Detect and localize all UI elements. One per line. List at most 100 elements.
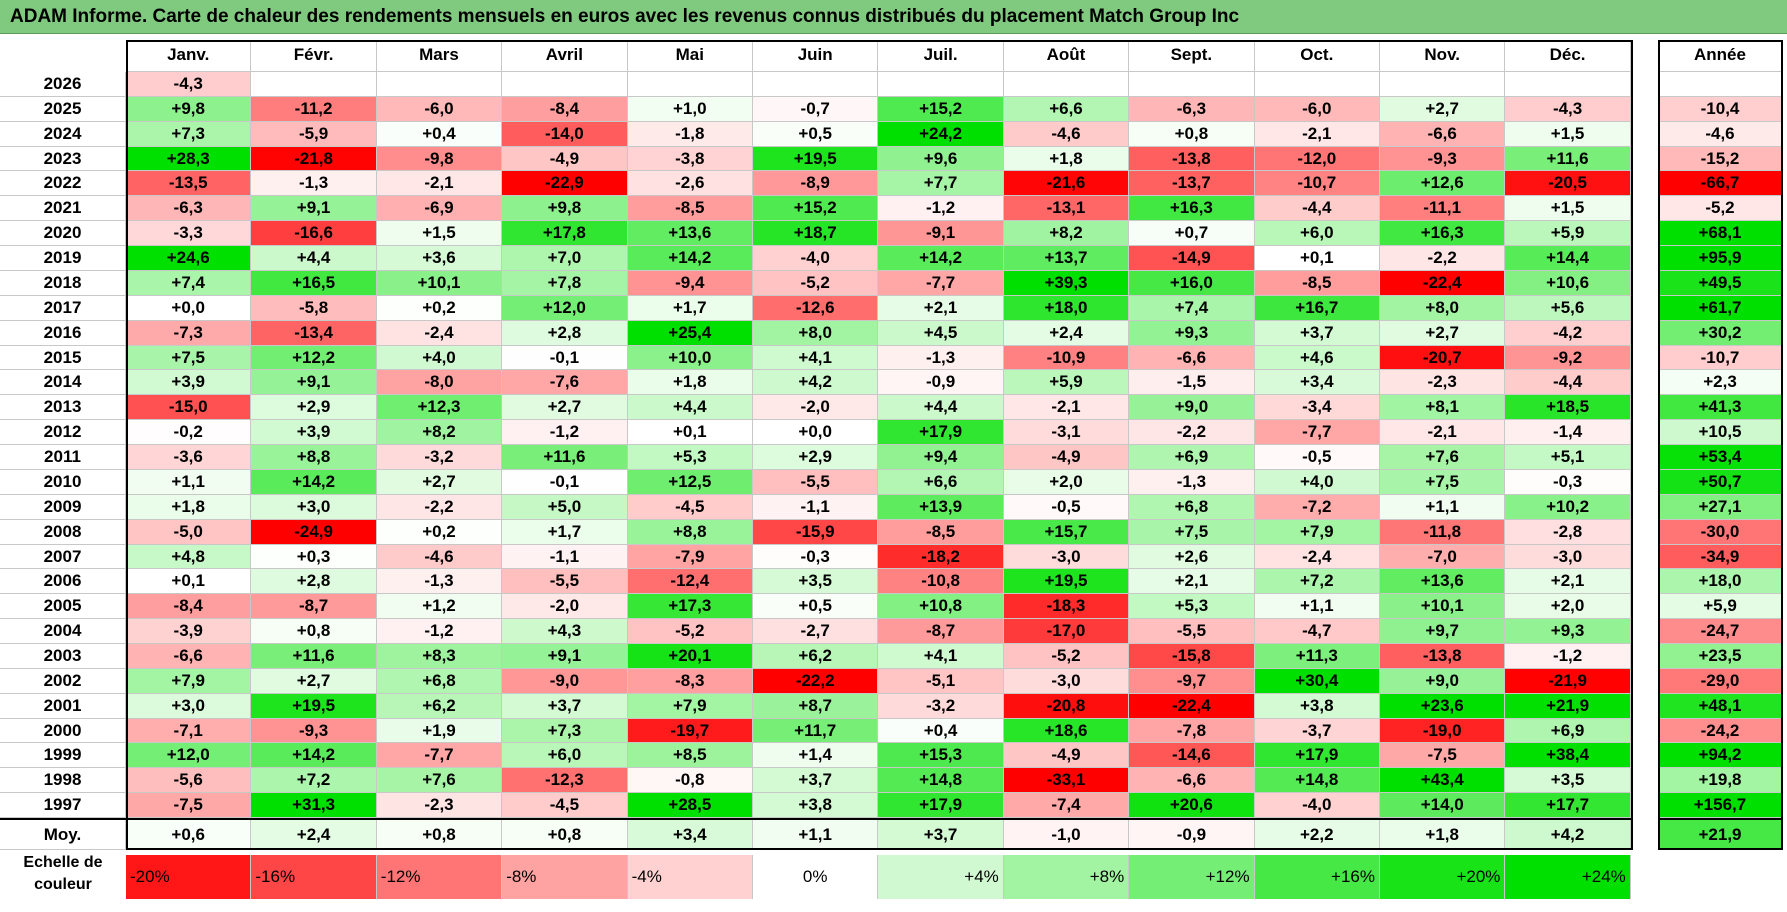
heatmap-cell: +28,5 <box>627 793 753 819</box>
legend-stop: +4% <box>878 855 1004 899</box>
heatmap-cell <box>1505 72 1631 97</box>
year-label: 2022 <box>0 171 126 197</box>
heatmap-cell: +2,1 <box>1129 569 1255 595</box>
heatmap-cell: -4,6 <box>1003 121 1130 147</box>
heatmap-cell: +18,6 <box>1003 718 1130 744</box>
heatmap-cell: +2,7 <box>376 469 503 495</box>
heatmap-cell: +38,4 <box>1505 743 1631 769</box>
heatmap-cell: +4,4 <box>251 246 377 271</box>
heatmap-cell: -0,3 <box>753 544 879 570</box>
year-label: 1997 <box>0 793 126 819</box>
heatmap-cell: -1,1 <box>502 544 628 570</box>
annual-cell: +30,2 <box>1658 320 1783 346</box>
heatmap-cell: -2,1 <box>1380 420 1506 446</box>
heatmap-cell: -22,4 <box>1380 270 1506 296</box>
heatmap-cell: +7,5 <box>1129 519 1255 545</box>
heatmap-cell: +15,2 <box>753 196 879 222</box>
heatmap-cell: +6,8 <box>1129 494 1255 520</box>
heatmap-cell: -5,5 <box>753 469 879 495</box>
heatmap-cell: -1,4 <box>1505 420 1631 446</box>
heatmap-cell: -7,7 <box>1254 420 1380 446</box>
heatmap-cell: +7,4 <box>1129 295 1255 321</box>
heatmap-cell: -0,5 <box>1003 494 1130 520</box>
heatmap-cell <box>1129 72 1255 97</box>
heatmap-cell: -10,8 <box>878 569 1004 595</box>
heatmap-cell: -5,2 <box>627 619 753 644</box>
heatmap-cell: +6,2 <box>376 693 503 719</box>
heatmap-cell: +18,5 <box>1505 395 1631 421</box>
heatmap-cell: -8,5 <box>627 196 753 222</box>
heatmap-cell: +1,5 <box>1505 196 1631 222</box>
heatmap-cell: +6,6 <box>1003 96 1130 122</box>
heatmap-cell: +2,8 <box>251 569 377 595</box>
heatmap-cell: -10,7 <box>1254 171 1380 197</box>
heatmap-cell: -1,3 <box>1129 469 1255 495</box>
heatmap-cell: +7,9 <box>1254 519 1380 545</box>
heatmap-cell: -6,9 <box>376 196 503 222</box>
heatmap-cell: -4,0 <box>1254 793 1380 819</box>
heatmap-cell: -8,4 <box>502 96 628 122</box>
heatmap-cell: +16,0 <box>1129 270 1255 296</box>
heatmap-cell: -7,5 <box>126 793 252 819</box>
heatmap-cell: -4,2 <box>1505 320 1631 346</box>
heatmap-cell: -12,3 <box>502 768 628 794</box>
heatmap-cell: -3,7 <box>1254 718 1380 744</box>
heatmap-cell: +20,1 <box>627 644 753 669</box>
heatmap-cell: -14,6 <box>1129 743 1255 769</box>
legend-stop: 0% <box>753 855 879 899</box>
heatmap-cell: -6,6 <box>1129 345 1255 371</box>
heatmap-cell: +8,2 <box>376 420 503 446</box>
heatmap-cell: -6,3 <box>126 196 252 222</box>
heatmap-cell: +14,2 <box>251 743 377 769</box>
legend-stop: +8% <box>1003 855 1130 899</box>
heatmap-cell: +5,3 <box>1129 594 1255 620</box>
heatmap-cell: +31,3 <box>251 793 377 819</box>
year-label: 2024 <box>0 121 126 147</box>
heatmap-cell: +10,8 <box>878 594 1004 620</box>
heatmap-cell: +19,5 <box>251 693 377 719</box>
heatmap-cell: +11,6 <box>502 445 628 470</box>
heatmap-cell: -22,2 <box>753 668 879 694</box>
year-label: 2015 <box>0 345 126 371</box>
legend-label: Echelle de couleur <box>23 854 103 893</box>
heatmap-cell: -3,8 <box>627 146 753 172</box>
annual-cell: +53,4 <box>1658 445 1783 470</box>
heatmap-cell: +14,8 <box>878 768 1004 794</box>
heatmap-cell: -1,5 <box>1129 370 1255 396</box>
year-label: 2017 <box>0 295 126 321</box>
heatmap-cell: +3,0 <box>251 494 377 520</box>
heatmap-cell: +7,8 <box>502 270 628 296</box>
heatmap-cell: +3,4 <box>1254 370 1380 396</box>
heatmap-cell: +4,4 <box>627 395 753 421</box>
heatmap-cell: +7,6 <box>376 768 503 794</box>
heatmap-cell: -0,9 <box>878 370 1004 396</box>
heatmap-cell: -18,3 <box>1003 594 1130 620</box>
heatmap-cell: +16,7 <box>1254 295 1380 321</box>
heatmap-cell: +17,9 <box>878 793 1004 819</box>
annual-average-cell: +21,9 <box>1658 820 1783 851</box>
heatmap-cell: +7,5 <box>1380 469 1506 495</box>
heatmap-cell: -13,8 <box>1380 644 1506 669</box>
legend-stop: +24% <box>1505 855 1631 899</box>
column-header-nov: Nov. <box>1380 40 1506 72</box>
legend-stop: -8% <box>502 855 628 899</box>
legend-stop: -4% <box>627 855 753 899</box>
heatmap-cell: +6,0 <box>502 743 628 769</box>
heatmap-cell: +1,1 <box>1380 494 1506 520</box>
heatmap-cell: +2,1 <box>1505 569 1631 595</box>
heatmap-cell: +1,0 <box>627 96 753 122</box>
heatmap-cell: +0,2 <box>376 295 503 321</box>
legend-stop: +20% <box>1380 855 1506 899</box>
heatmap-cell: +9,7 <box>1380 619 1506 644</box>
heatmap-cell: -2,3 <box>376 793 503 819</box>
year-label: 2006 <box>0 569 126 595</box>
heatmap-cell: -4,9 <box>1003 743 1130 769</box>
annual-cell: +156,7 <box>1658 793 1783 819</box>
heatmap-cell: -15,8 <box>1129 644 1255 669</box>
annual-cell: -29,0 <box>1658 668 1783 694</box>
heatmap-cell: -7,7 <box>878 270 1004 296</box>
heatmap-cell: -7,9 <box>627 544 753 570</box>
heatmap-cell: -5,0 <box>126 519 252 545</box>
annual-cell: +68,1 <box>1658 221 1783 247</box>
legend-stop: -16% <box>251 855 377 899</box>
